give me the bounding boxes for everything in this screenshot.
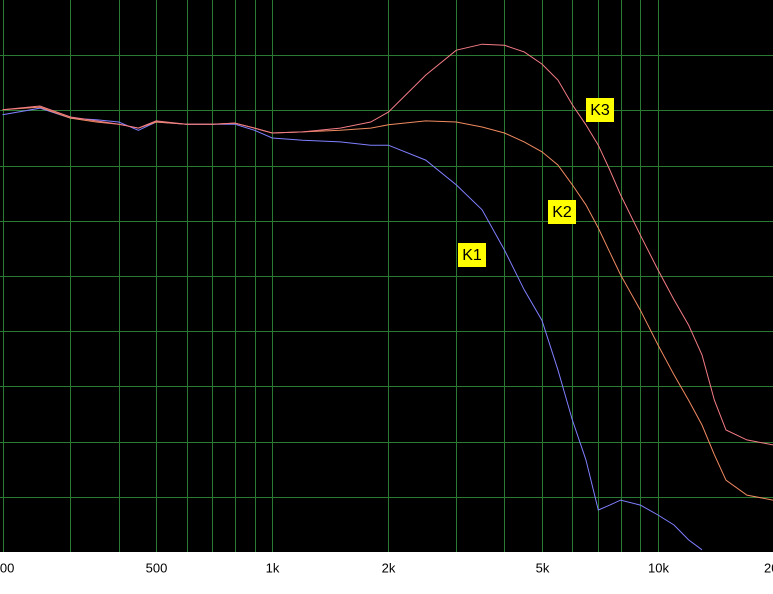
x-tick-label: 1k bbox=[266, 560, 280, 575]
x-tick-label: 5k bbox=[536, 560, 550, 575]
series-label-box bbox=[548, 200, 576, 224]
x-tick-label: 2k bbox=[382, 560, 396, 575]
grid bbox=[0, 0, 773, 552]
series-line bbox=[2, 107, 703, 551]
series-label: K2 bbox=[552, 204, 572, 221]
series-label: K3 bbox=[590, 102, 610, 119]
series-label-box bbox=[458, 243, 486, 267]
x-tick-label: 500 bbox=[146, 560, 168, 575]
lines bbox=[2, 43, 773, 551]
x-tick-label: 10k bbox=[648, 560, 669, 575]
series-line bbox=[2, 43, 773, 446]
series-label-box bbox=[586, 98, 614, 122]
labels: 200 500 1k 2k 5k 10k 20k K1 K2 K3 bbox=[0, 98, 773, 575]
series-line bbox=[2, 106, 773, 501]
x-tick-label: 200 bbox=[0, 560, 14, 575]
x-tick-label: 20k bbox=[764, 560, 773, 575]
series-label: K1 bbox=[462, 247, 482, 264]
